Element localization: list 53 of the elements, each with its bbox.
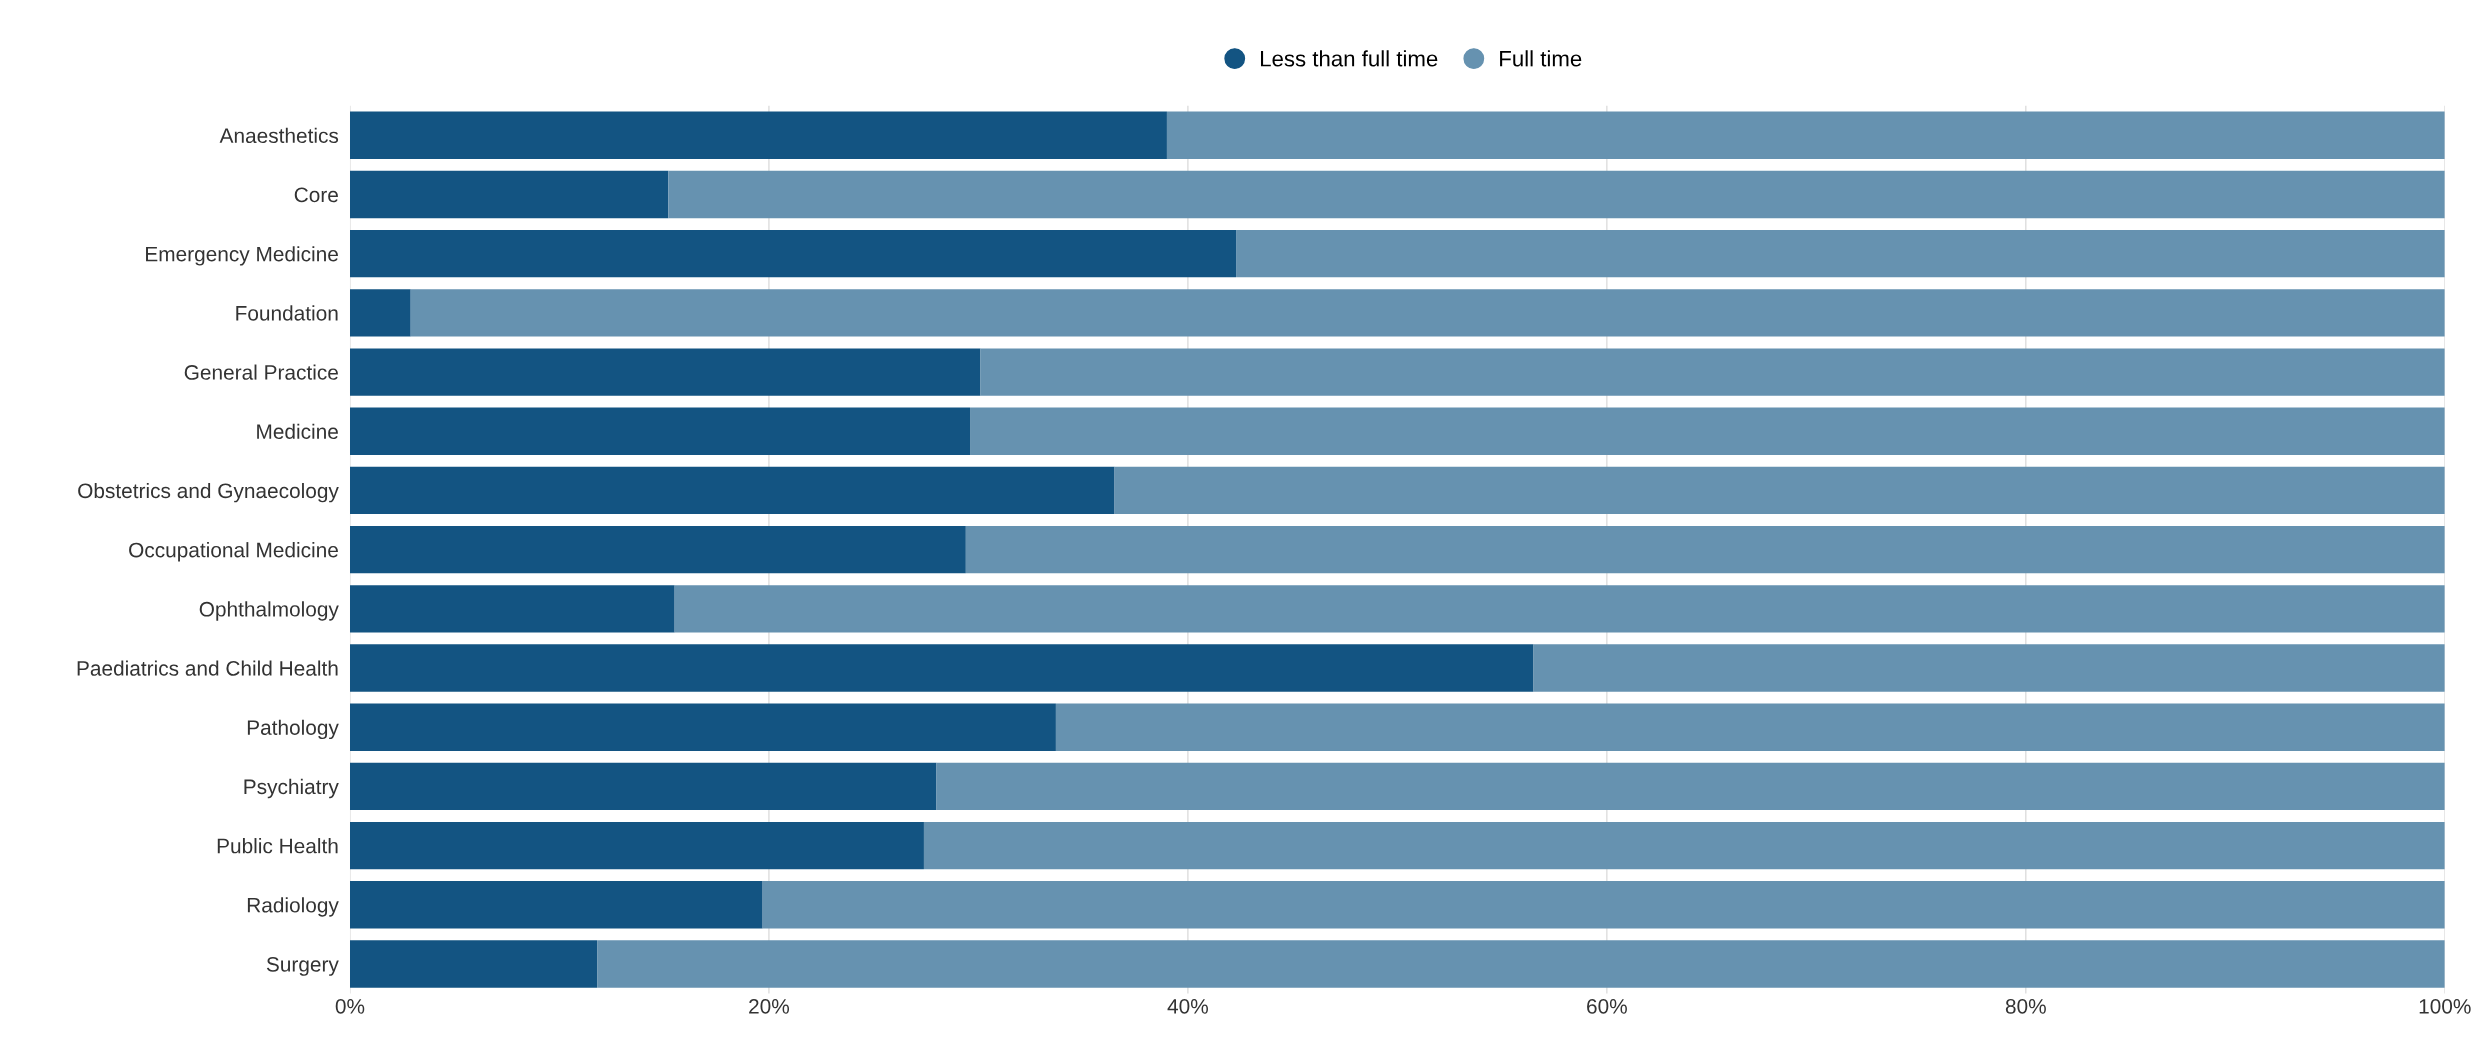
- y-tick-label: Core: [294, 187, 338, 203]
- bar: [349, 525, 966, 574]
- y-tick-label: Foundation: [236, 305, 338, 321]
- x-tick-label: 100%: [2419, 998, 2471, 1014]
- y-tick-label: Pathology: [247, 719, 339, 740]
- bar: [349, 348, 981, 396]
- y-tick-label: Paediatrics and Child Health: [77, 660, 338, 676]
- y-tick-label: Obstetrics and Gynaecology: [78, 482, 339, 503]
- bar: [349, 703, 1056, 751]
- bar: [597, 940, 2445, 988]
- x-tick-label: 40%: [1167, 998, 1208, 1014]
- bar: [674, 585, 2445, 633]
- bar: [965, 525, 2445, 574]
- y-tick-label: Anaesthetics: [219, 127, 339, 144]
- bar: [1533, 644, 2445, 692]
- y-tick-label: Emergency Medicine: [146, 246, 338, 266]
- bar: [349, 881, 763, 929]
- y-tick-label: Medicine: [257, 423, 338, 440]
- y-tick-label: Public Health: [217, 838, 338, 854]
- bar: [668, 170, 2445, 219]
- legend-label: Full time: [1500, 50, 1582, 67]
- bar: [349, 466, 1115, 515]
- bar: [349, 230, 1237, 278]
- bar: [1236, 230, 2445, 278]
- x-tick-label: 20%: [749, 998, 790, 1014]
- bar: [349, 170, 669, 219]
- bar: [349, 940, 598, 988]
- y-tick-label: Psychiatry: [244, 778, 339, 799]
- y-tick-label: Surgery: [266, 956, 339, 976]
- bar: [349, 289, 411, 337]
- bar: [762, 881, 2445, 929]
- bar: [936, 762, 2445, 811]
- bar: [349, 762, 937, 811]
- bar: [970, 407, 2445, 455]
- y-tick-label: Occupational Medicine: [129, 542, 338, 562]
- bar: [349, 111, 1167, 159]
- y-tick-label: General Practice: [184, 364, 338, 380]
- x-tick-label: 60%: [1587, 998, 1627, 1014]
- bar: [349, 821, 924, 870]
- bar: [1114, 466, 2445, 515]
- legend-label: Less than full time: [1261, 50, 1438, 67]
- bar: [349, 585, 675, 633]
- bar: [1166, 111, 2445, 159]
- bar: [349, 644, 1534, 692]
- y-tick-label: Radiology: [247, 897, 339, 917]
- bar: [1055, 703, 2445, 751]
- bar: [980, 348, 2445, 396]
- x-tick-label: 0%: [335, 998, 365, 1014]
- x-tick-label: 80%: [2005, 998, 2046, 1014]
- y-tick-label: Ophthalmology: [199, 601, 339, 621]
- bar: [923, 821, 2445, 870]
- bar: [410, 289, 2445, 337]
- bar: [349, 407, 971, 455]
